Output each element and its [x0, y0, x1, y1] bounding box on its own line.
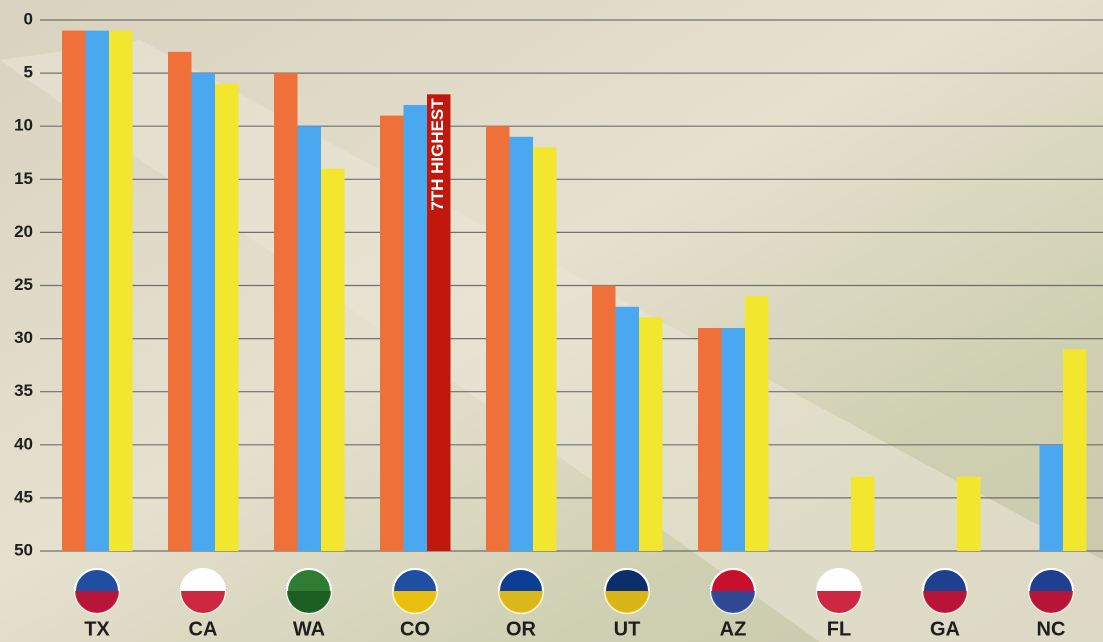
- y-tick-label: 30: [14, 328, 33, 347]
- bar: [851, 476, 875, 551]
- bar: [215, 83, 239, 551]
- bar: [615, 306, 639, 551]
- flag-icon-detail: [817, 591, 861, 613]
- bar: [721, 327, 745, 551]
- bar: [403, 104, 427, 552]
- bar: [592, 285, 616, 551]
- bar: [427, 94, 451, 551]
- flag-icon-detail: [923, 591, 967, 613]
- bar: [509, 136, 533, 551]
- bar: [380, 115, 404, 551]
- flag-icon-detail: [393, 591, 437, 613]
- y-tick-label: 0: [24, 9, 33, 28]
- y-tick-label: 35: [14, 381, 33, 400]
- bar: [957, 476, 981, 551]
- bar: [1063, 349, 1087, 551]
- x-tick-label: UT: [614, 618, 641, 640]
- y-tick-label: 50: [14, 540, 33, 559]
- x-tick-label: AZ: [720, 618, 747, 640]
- bar: [639, 317, 663, 551]
- x-tick-label: CA: [189, 618, 218, 640]
- y-tick-label: 40: [14, 434, 33, 453]
- bar: [745, 296, 769, 551]
- bar: [168, 51, 192, 552]
- value-label: 7TH HIGHEST: [428, 98, 447, 211]
- bar: [62, 30, 86, 552]
- bar: [297, 126, 321, 551]
- x-tick-label: TX: [84, 618, 110, 640]
- flag-icon-detail: [181, 591, 225, 613]
- bar: [533, 147, 557, 551]
- flag-icon-detail: [605, 591, 649, 613]
- x-tick-label: FL: [827, 618, 851, 640]
- y-tick-label: 5: [24, 63, 33, 82]
- bar: [191, 73, 215, 551]
- bar: [85, 30, 109, 552]
- bar: [486, 126, 510, 551]
- x-tick-label: OR: [506, 618, 537, 640]
- flag-icon-detail: [1029, 591, 1073, 613]
- y-tick-label: 45: [14, 487, 33, 506]
- flag-icon-detail: [287, 591, 331, 613]
- y-tick-label: 10: [14, 116, 33, 135]
- bar: [274, 73, 298, 551]
- y-tick-label: 20: [14, 222, 33, 241]
- flag-icon-detail: [711, 591, 755, 613]
- y-tick-label: 15: [14, 169, 33, 188]
- x-tick-label: NC: [1037, 618, 1066, 640]
- flag-icon-detail: [499, 591, 543, 613]
- x-tick-label: GA: [930, 618, 960, 640]
- bar: [1039, 444, 1063, 551]
- bar: [109, 30, 133, 552]
- x-tick-label: CO: [400, 618, 430, 640]
- x-tick-label: WA: [293, 618, 325, 640]
- y-tick-label: 25: [14, 275, 33, 294]
- bar: [321, 168, 345, 551]
- bar: [698, 327, 722, 551]
- flag-icon-detail: [75, 591, 119, 613]
